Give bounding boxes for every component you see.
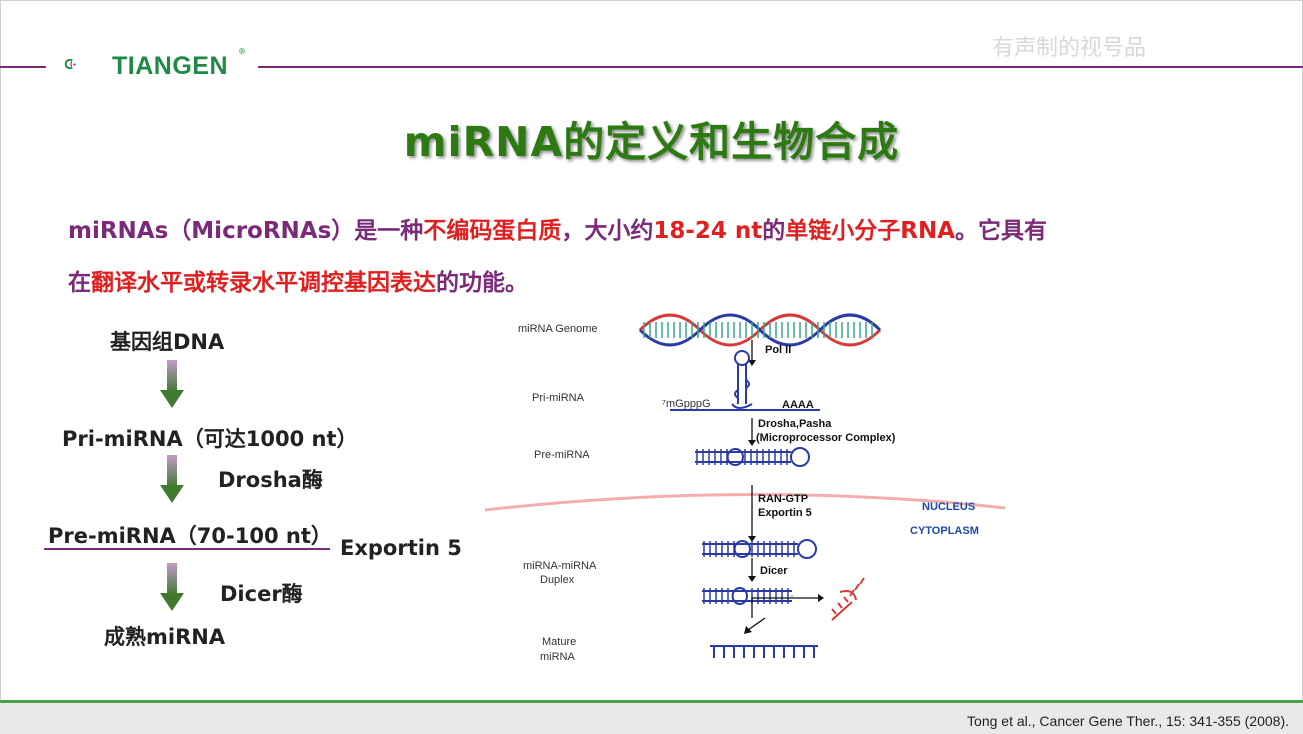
- label-pol-ii: Pol II: [765, 344, 792, 356]
- label-drosha-1: Drosha,Pasha: [758, 418, 832, 430]
- logo-registered-mark: ®: [238, 47, 246, 56]
- flow-arrow-3-icon: [160, 563, 184, 611]
- intro-line-1-segment-6: 。它具有: [955, 218, 1048, 244]
- label-nucleus: NUCLEUS: [922, 501, 976, 513]
- flow-exportin: Exportin 5: [340, 536, 462, 560]
- intro-line-2-segment-2: 的功能。: [436, 270, 528, 296]
- flow-dicer: Dicer酶: [220, 582, 303, 606]
- label-ran-1: RAN-GTP: [758, 493, 809, 505]
- intro-line-2-segment-0: 在: [68, 270, 91, 296]
- intro-line-1-segment-4: 的: [762, 218, 786, 244]
- header-rule-right: [258, 66, 1303, 68]
- mirna-biogenesis-diagram: [484, 313, 1006, 658]
- intro-line-1-segment-0: miRNAs（MicroRNAs）是一种: [68, 218, 424, 244]
- slide-title: miRNA的定义和生物合成: [403, 118, 900, 166]
- label-polya: AAAA: [782, 399, 814, 411]
- label-duplex-1: miRNA-miRNA: [523, 560, 597, 572]
- logo-text: TIANGEN: [112, 52, 228, 80]
- tiangen-logo-icon: [64, 58, 76, 70]
- label-mature-2: miRNA: [540, 651, 575, 663]
- membrane-line: [44, 548, 330, 550]
- intro-line-1: miRNAs（MicroRNAs）是一种不编码蛋白质，大小约18-24 nt的单…: [68, 211, 1248, 245]
- dna-helix-icon: [638, 313, 882, 347]
- flow-arrow-2-icon: [160, 455, 184, 503]
- label-cap: ⁷mGpppG: [662, 398, 711, 410]
- intro-line-1-segment-1: 不编码蛋白质: [423, 218, 562, 244]
- label-dicer: Dicer: [760, 565, 788, 577]
- flow-mature-mirna: 成熟miRNA: [104, 625, 226, 649]
- label-duplex-2: Duplex: [540, 574, 575, 586]
- mature-mirna-strand: [710, 645, 818, 658]
- label-drosha-2: (Microprocessor Complex): [756, 432, 896, 444]
- citation: Tong et al., Cancer Gene Ther., 15: 341-…: [967, 713, 1289, 729]
- intro-line-1-segment-2: ，大小约: [561, 218, 654, 244]
- intro-line-1-segment-3: 18-24 nt: [653, 218, 763, 244]
- footer-rule: [0, 700, 1303, 703]
- pri-mirna-hairpin: [670, 350, 820, 411]
- flow-pre-mirna: Pre-miRNA（70-100 nt）: [48, 524, 332, 548]
- footer-bar: [0, 703, 1303, 734]
- degraded-loop: [831, 577, 865, 621]
- watermark: 有声制的视号品: [992, 36, 1147, 61]
- nuclear-membrane: [484, 492, 1006, 512]
- label-ran-2: Exportin 5: [758, 507, 812, 519]
- intro-line-1-segment-5: 单链小分子RNA: [785, 218, 956, 244]
- intro-line-2-segment-1: 翻译水平或转录水平调控基因表达: [91, 270, 436, 296]
- flow-arrow-1-icon: [160, 360, 184, 408]
- label-cytoplasm: CYTOPLASM: [910, 525, 979, 537]
- flow-drosha: Drosha酶: [218, 468, 323, 492]
- label-pri: Pri-miRNA: [532, 392, 584, 404]
- label-mature-1: Mature: [542, 636, 577, 648]
- flow-pri-mirna: Pri-miRNA（可达1000 nt）: [62, 427, 358, 451]
- intro-line-2: 在翻译水平或转录水平调控基因表达的功能。: [68, 263, 1248, 297]
- header-rule-left: [0, 66, 46, 68]
- label-pre: Pre-miRNA: [534, 449, 590, 461]
- label-genome: miRNA Genome: [518, 323, 598, 335]
- flow-genomic-dna: 基因组DNA: [110, 330, 225, 354]
- pre-mirna-hairpin: [695, 447, 810, 467]
